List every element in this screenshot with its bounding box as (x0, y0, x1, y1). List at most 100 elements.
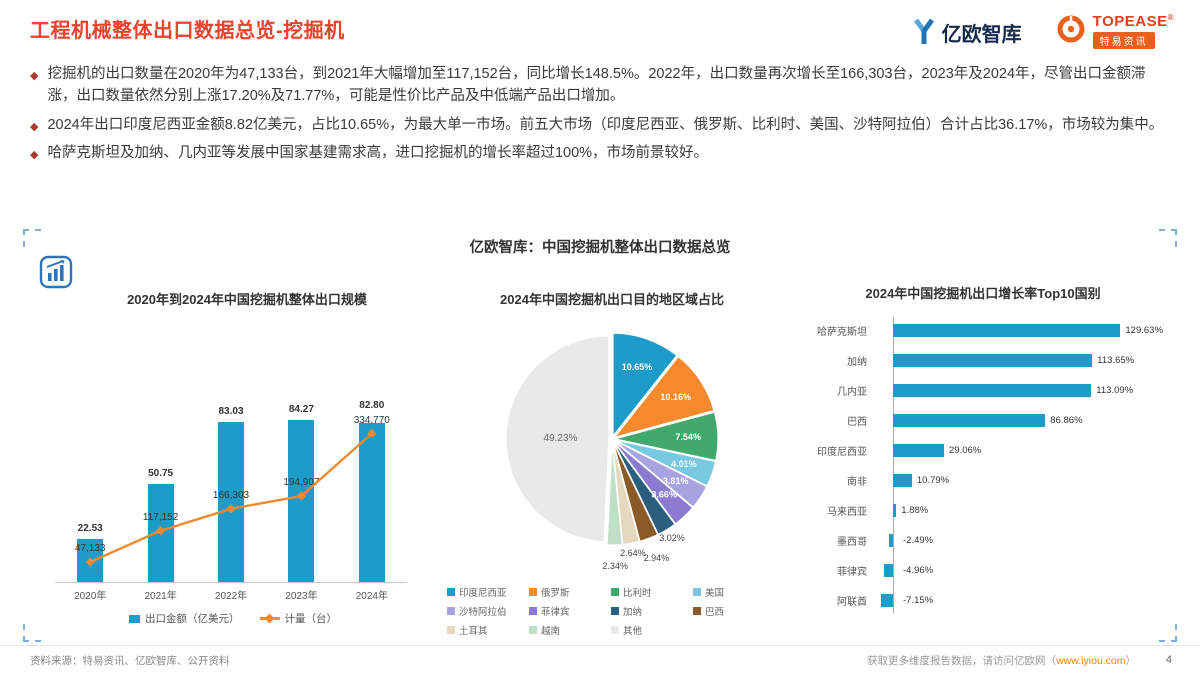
legend-bar-swatch (129, 614, 140, 623)
legend-diamond (264, 613, 275, 624)
hbar-value-label: 113.65% (1097, 354, 1135, 366)
x-axis-label: 2022年 (214, 591, 248, 602)
trend-point-diamond (85, 557, 95, 567)
hbar-row-plot: -2.49% (873, 525, 1169, 555)
hbar-value-label: 86.86% (1050, 414, 1083, 426)
topease-logo-icon (1057, 15, 1085, 43)
hbar-bar (893, 473, 912, 487)
pie-legend-label: 沙特阿拉伯 (459, 607, 507, 618)
pie-svg: 10.65% 10.16% 7.54% 4.01% 3.81% 3.66% 3.02% 2.9… (505, 332, 719, 571)
hbar-value-label: -4.96% (903, 564, 934, 576)
diamond-bullet-icon: ◆ (30, 70, 39, 82)
hbar-row-plot: 1.88% (873, 495, 1169, 525)
bar (218, 422, 244, 582)
pie-legend-item: 土耳其 (447, 623, 529, 637)
pie-legend-swatch (447, 607, 455, 615)
trend-point-diamond (226, 504, 236, 514)
x-axis-label: 2021年 (144, 591, 177, 602)
pie-legend-item: 印度尼西亚 (447, 585, 529, 599)
hbar-row: 墨西哥 -2.49% (797, 525, 1169, 555)
pie-slice-label: 3.81% (663, 476, 689, 486)
line-value-label: 117,152 (142, 511, 179, 523)
hbar-bar (880, 593, 893, 607)
hbar-bar (893, 413, 1046, 427)
pie-slice-label: 3.02% (659, 533, 685, 543)
bullet-text: 2024年出口印度尼西亚金额8.82亿美元，占比10.65%，为最大单一市场。前… (47, 116, 1164, 133)
iyiou-link[interactable]: www.iyiou.com (1056, 655, 1126, 667)
eo-logo: 亿欧智库 (913, 18, 1022, 47)
trend-line (85, 428, 377, 567)
panel-corner-bottom-right (1159, 624, 1177, 642)
legend-item-bar: 出口金额（亿美元） (129, 611, 240, 626)
bullet-item: ◆ 哈萨克斯坦及加纳、几内亚等发展中国家基建需求高，进口挖掘机的增长率超过100… (30, 143, 1172, 165)
bar-value-label: 82.80 (359, 399, 385, 411)
pie-legend-swatch (529, 626, 537, 634)
line-value-label: 47,133 (74, 543, 106, 554)
pie-chart-legend: 印度尼西亚 俄罗斯 比利时 美国 沙特阿拉伯 菲律宾 加纳 巴西 土耳其 越南 其他 (447, 585, 783, 637)
panel-corner-top-left (23, 229, 41, 247)
pie-legend-label: 土耳其 (459, 626, 488, 637)
hbar-bar (893, 383, 1092, 397)
trend-polyline (89, 432, 373, 564)
bar-value-label: 50.75 (148, 468, 174, 480)
axis-line (893, 317, 894, 613)
hbar-row: 哈萨克斯坦 129.63% (797, 315, 1169, 345)
hbar-category-label: 印度尼西亚 (817, 446, 867, 458)
summary-bullets: ◆ 挖掘机的出口数量在2020年为47,133台，到2021年大幅增加至117,… (30, 64, 1172, 172)
x-axis-label: 2024年 (355, 591, 388, 602)
pie-legend-swatch (447, 588, 455, 596)
pie-legend-item: 沙特阿拉伯 (447, 604, 529, 618)
hbar-bar (884, 563, 893, 577)
hbar-row: 阿联酋 -7.15% (797, 585, 1169, 615)
pie-legend-label: 俄罗斯 (541, 588, 570, 599)
eo-logo-text: 亿欧智库 (941, 23, 1022, 46)
pie-slice (614, 440, 708, 508)
pie-slice (606, 441, 623, 546)
footer: 资料来源：特易资讯、亿欧智库、公开资料 获取更多维度报告数据，请访问亿欧网（ww… (0, 645, 1200, 675)
hbar-row: 南非 10.79% (797, 465, 1169, 495)
bullet-text: 哈萨克斯坦及加纳、几内亚等发展中国家基建需求高，进口挖掘机的增长率超过100%，… (47, 145, 709, 162)
bar-chart-icon (39, 255, 73, 289)
bar-value-label: 22.53 (77, 522, 103, 534)
hbar-bar (888, 533, 893, 547)
legend-label: 计量（台） (284, 613, 338, 625)
hbar-category-label: 哈萨克斯坦 (817, 326, 867, 338)
pie-legend-label: 美国 (705, 588, 725, 599)
bullet-text: 挖掘机的出口数量在2020年为47,133台，到2021年大幅增加至117,15… (47, 66, 1146, 104)
hbar-row-plot: 113.65% (873, 345, 1169, 375)
bar-value-label: 84.27 (288, 403, 314, 415)
combo-chart-legend: 出口金额（亿美元） 计量（台） (33, 611, 433, 626)
source-note: 资料来源：特易资讯、亿欧智库、公开资料 (30, 655, 230, 667)
pie-chart-title: 2024年中国挖掘机出口目的地区域占比 (500, 292, 724, 307)
pie-slice (612, 332, 678, 438)
pie-legend-item: 加纳 (611, 604, 693, 618)
hbar-bar (893, 353, 1093, 367)
hbar-bar (893, 323, 1121, 337)
pie-slice (505, 335, 610, 543)
legend-item-line: 计量（台） (259, 611, 338, 626)
hbar-value-label: -7.15% (903, 594, 934, 606)
chart-panel: 亿欧智库：中国挖掘机整体出口数据总览 2020年到2024年中国挖掘机整体出口规… (23, 229, 1177, 642)
bullet-item: ◆ 2024年出口印度尼西亚金额8.82亿美元，占比10.65%，为最大单一市场… (30, 115, 1172, 137)
pie-slice (612, 355, 715, 439)
panel-corner-top-right (1159, 229, 1177, 247)
topease-subtitle: 特易资讯 (1092, 32, 1155, 49)
legend-label: 出口金额（亿美元） (145, 613, 240, 625)
legend-line-marker (259, 613, 280, 624)
pie-legend-swatch (611, 588, 619, 596)
hbar-category-label: 几内亚 (837, 386, 867, 398)
hbar-row: 菲律宾 -4.96% (797, 555, 1169, 585)
line-value-label: 166,303 (212, 489, 250, 501)
combo-chart-plot: 22.53 47,133 50.75 117,152 83.03 166,303 84.27… (55, 333, 407, 583)
pie-legend-swatch (529, 607, 537, 615)
hbar-value-label: 129.63% (1125, 324, 1163, 336)
hbar-row-plot: -4.96% (873, 555, 1169, 585)
eo-y-logo-icon (913, 19, 934, 44)
trend-point-diamond (156, 526, 166, 536)
bar-value-label: 83.03 (218, 406, 244, 418)
hbar-category-label: 加纳 (847, 356, 867, 368)
hbar-row-plot: 86.86% (873, 405, 1169, 435)
pie-legend-swatch (447, 626, 455, 634)
hbar-chart: 2024年中国挖掘机出口增长率Top10国别 哈萨克斯坦 129.63% 加纳 113… (797, 249, 1169, 639)
hbar-value-label: -2.49% (903, 534, 934, 546)
